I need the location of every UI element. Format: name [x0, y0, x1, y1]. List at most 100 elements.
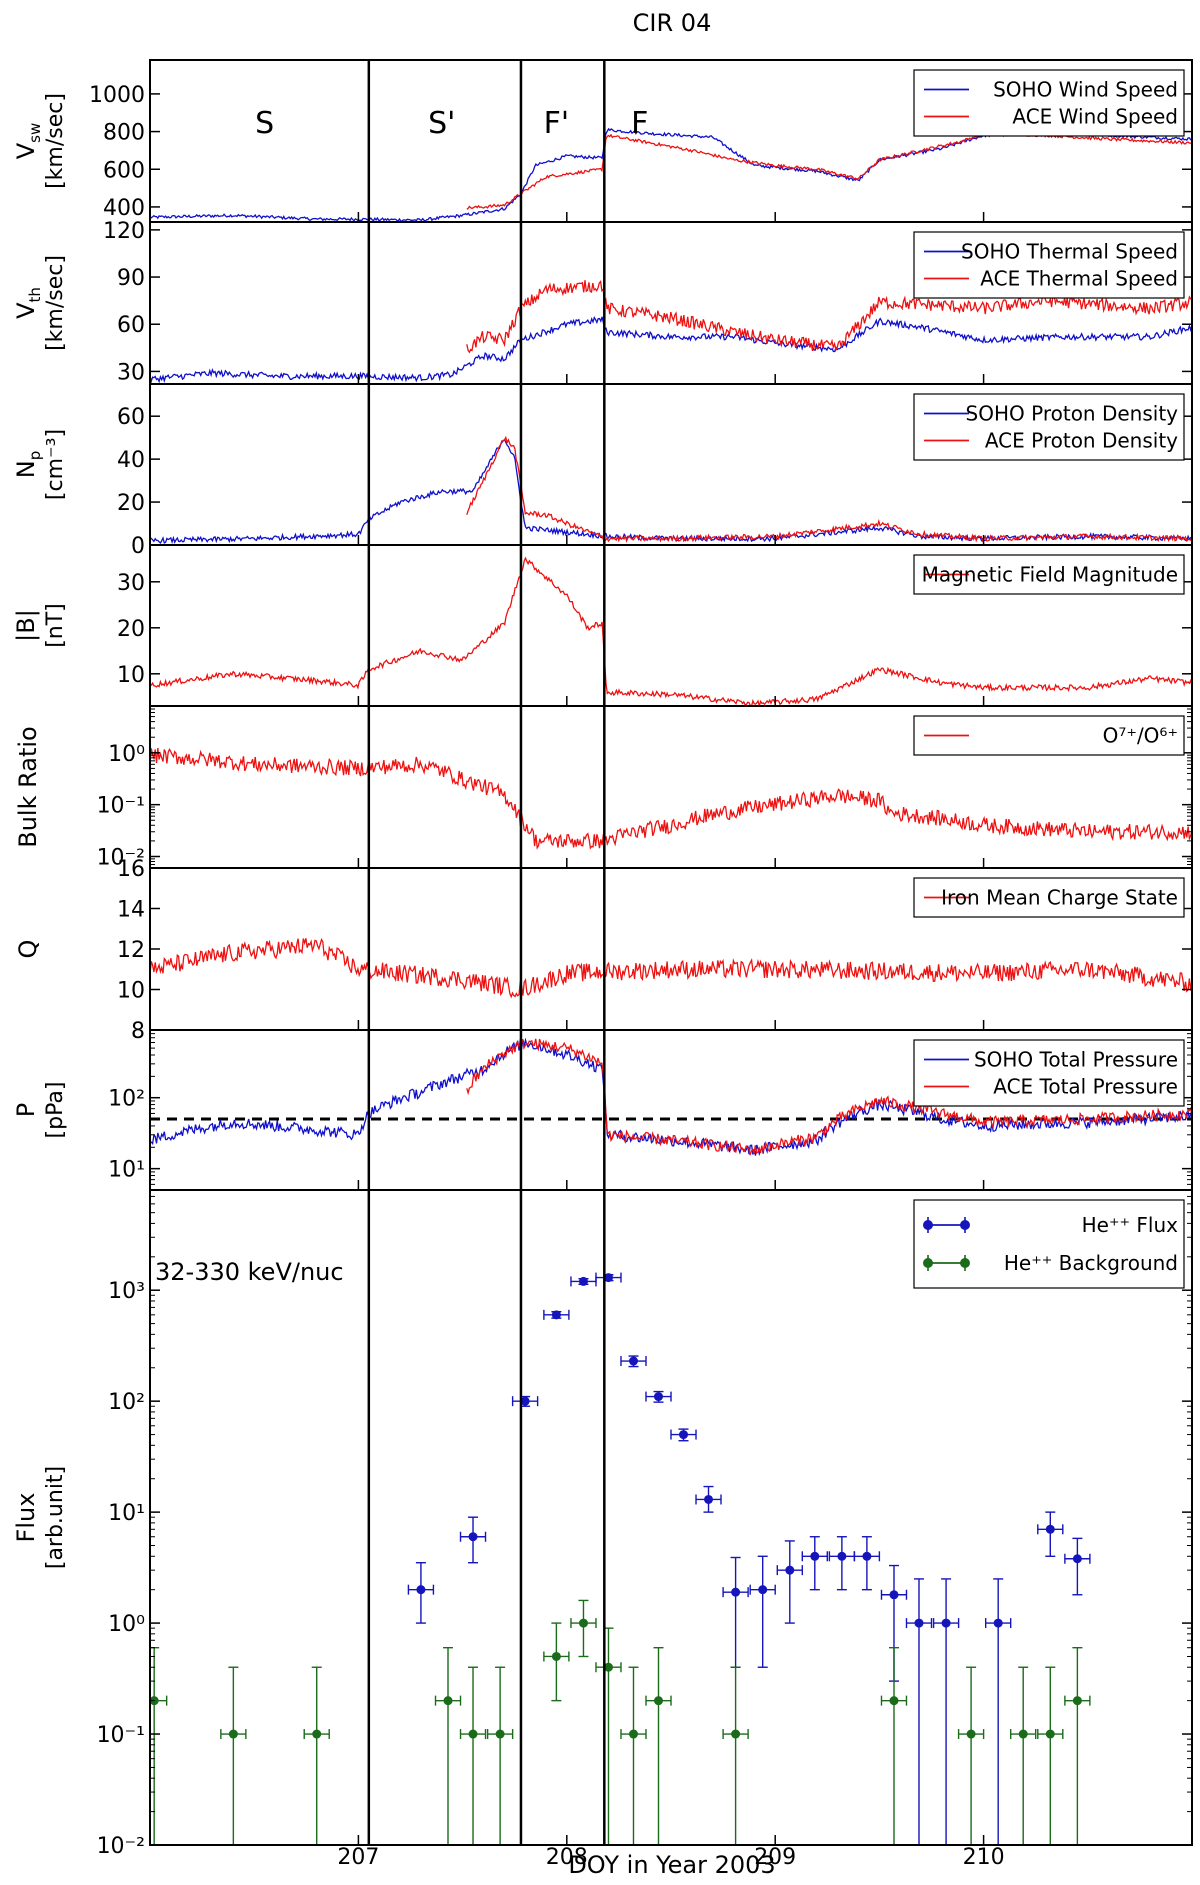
legend-box — [913, 393, 1185, 461]
point-marker — [551, 1651, 561, 1661]
point-marker — [731, 1587, 741, 1597]
point-marker — [603, 1662, 613, 1672]
y-tick-label: 20 — [117, 491, 145, 516]
y-tick-label: 10³ — [108, 1279, 145, 1304]
y-tick-label: 90 — [117, 266, 145, 291]
y-axis-unit: [nT] — [43, 603, 68, 648]
y-axis-label-sub: p — [26, 451, 44, 461]
data-point — [570, 1276, 597, 1287]
y-tick-label: 800 — [103, 121, 145, 146]
point-marker — [578, 1618, 588, 1628]
y-tick-label: 10⁻² — [97, 1834, 145, 1859]
y-tick-label: 120 — [103, 219, 145, 244]
y-tick-label: 10² — [108, 1087, 145, 1112]
x-tick-label: 210 — [963, 1845, 1005, 1870]
data-point — [543, 1622, 570, 1702]
series-line-2 — [466, 130, 1192, 210]
data-point — [1037, 1666, 1064, 1845]
y-tick-label: 60 — [117, 313, 145, 338]
point-marker — [416, 1585, 426, 1595]
x-axis: 207 208 209 210 — [337, 1845, 1004, 1870]
x-tick-label: 208 — [546, 1845, 588, 1870]
y-axis-label: Np — [12, 451, 44, 478]
y-tick-label: 0 — [131, 534, 145, 559]
y-axis-label: P — [12, 1103, 40, 1117]
region-label: S — [255, 106, 274, 141]
data-point — [595, 1627, 622, 1845]
region-label: F' — [544, 106, 570, 141]
y-tick-label: 8 — [131, 1019, 145, 1044]
y-tick-label: 1000 — [89, 83, 145, 108]
y-tick-label: 30 — [117, 571, 145, 596]
legend-label: Iron Mean Charge State — [941, 886, 1178, 910]
data-point — [853, 1536, 881, 1591]
panel-6: 8 10 12 14 16 Q Iron Mean Charge State — [14, 857, 1193, 1044]
point-marker — [731, 1729, 741, 1739]
y-axis-label: Flux — [12, 1493, 40, 1543]
point-marker — [941, 1618, 951, 1628]
y-axis-label-main: N — [12, 460, 40, 478]
legend-label: ACE Thermal Speed — [980, 267, 1178, 291]
point-marker — [578, 1276, 588, 1286]
data-point — [801, 1536, 828, 1591]
data-point — [434, 1646, 462, 1845]
point-marker — [1072, 1696, 1082, 1706]
data-point — [1009, 1666, 1037, 1845]
data-point — [722, 1556, 749, 1668]
y-axis-label-main: V — [12, 142, 40, 159]
y-axis-label: Q — [14, 940, 42, 959]
series-line-2 — [466, 1038, 1192, 1156]
data-point — [303, 1666, 330, 1845]
data-point — [459, 1666, 487, 1845]
legend-box — [913, 1199, 1185, 1289]
legend-label: ACE Wind Speed — [1012, 105, 1178, 129]
y-tick-label: 10⁰ — [108, 742, 145, 767]
point-marker — [889, 1696, 899, 1706]
y-axis-label-sub: th — [26, 287, 44, 302]
y-axis-label: Vsw — [12, 123, 44, 160]
x-tick-label: 207 — [337, 1845, 379, 1870]
data-point — [880, 1646, 908, 1845]
data-point — [932, 1578, 960, 1845]
legend-label: ACE Proton Density — [985, 429, 1178, 453]
y-axis-unit: [km/sec] — [43, 255, 68, 351]
data-point — [543, 1309, 570, 1320]
point-marker — [520, 1396, 530, 1406]
y-tick-label: 10⁰ — [108, 1612, 145, 1637]
y-tick-label: 40 — [117, 448, 145, 473]
y-tick-label: 10¹ — [108, 1158, 145, 1183]
point-marker — [704, 1494, 714, 1504]
region-label: F — [631, 106, 648, 141]
panel-7: 10¹ 10² P [pPa] SOHO Total Pressure ACE Total… — [12, 1029, 1193, 1191]
point-marker — [551, 1310, 561, 1320]
series-line-1 — [150, 127, 1192, 222]
point-marker — [628, 1356, 638, 1366]
panel-2: 30 60 90 120 Vth [km/sec] SOHO Thermal Speed AC… — [12, 219, 1193, 385]
legend-box — [913, 1039, 1185, 1107]
y-tick-label: 10¹ — [108, 1501, 145, 1526]
legend-label: Magnetic Field Magnitude — [922, 563, 1178, 587]
point-marker — [810, 1551, 820, 1561]
y-tick-label: 14 — [117, 898, 145, 923]
y-axis-unit: [km/sec] — [43, 93, 68, 189]
x-axis-label: DOY in Year 2003 — [568, 1851, 775, 1879]
point-marker — [993, 1618, 1003, 1628]
y-axis-unit: [arb.unit] — [43, 1466, 68, 1569]
point-marker — [495, 1729, 505, 1739]
point-marker — [914, 1618, 924, 1628]
data-point — [486, 1666, 514, 1845]
point-marker — [1045, 1524, 1055, 1534]
region-label: S' — [428, 106, 455, 141]
y-tick-label: 10⁻² — [97, 845, 145, 870]
data-point — [776, 1540, 803, 1624]
panel-annotation: 32-330 keV/nuc — [155, 1258, 344, 1286]
legend-label: SOHO Proton Density — [966, 402, 1179, 426]
y-axis-label: Vth — [12, 287, 44, 319]
series-line-1 — [150, 556, 1192, 706]
legend-marker — [923, 1258, 933, 1268]
point-marker — [228, 1729, 238, 1739]
y-tick-label: 600 — [103, 158, 145, 183]
data-point — [670, 1428, 697, 1442]
point-marker — [653, 1392, 663, 1402]
